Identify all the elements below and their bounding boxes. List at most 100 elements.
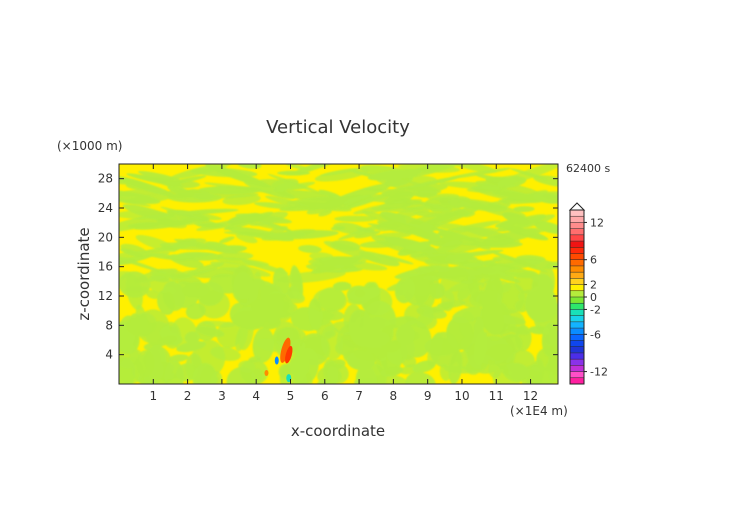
- field-band: [288, 357, 310, 377]
- field-band: [119, 254, 154, 268]
- field-band: [394, 265, 443, 279]
- field-band: [375, 177, 442, 194]
- colorbar-swatch: [570, 222, 584, 229]
- colorbar-swatch: [570, 321, 584, 329]
- field-band: [521, 228, 541, 236]
- x-tick-label: 1: [149, 389, 157, 403]
- colorbar-swatch: [570, 234, 584, 242]
- field-band: [514, 270, 542, 294]
- colorbar-swatch: [570, 284, 584, 291]
- field-band: [290, 164, 342, 176]
- field-band: [528, 325, 550, 335]
- field-band: [185, 303, 206, 320]
- x-unit-label: (×1E4 m): [510, 404, 568, 418]
- field-band: [457, 286, 487, 309]
- field-band: [185, 262, 225, 277]
- field-band: [381, 169, 415, 175]
- field-band: [533, 221, 558, 234]
- colorbar-swatch: [570, 315, 584, 322]
- field-band: [176, 341, 206, 353]
- field-band: [129, 313, 143, 332]
- field-band: [339, 261, 388, 271]
- colorbar-tick-label: -2: [590, 303, 601, 316]
- velocity-field: [119, 164, 558, 384]
- field-band: [343, 195, 374, 207]
- field-band: [204, 182, 273, 193]
- field-band: [166, 209, 222, 221]
- field-band: [205, 375, 219, 384]
- field-band: [182, 281, 210, 298]
- field-band: [367, 223, 421, 236]
- x-tick-label: 11: [489, 389, 504, 403]
- colorbar-swatch: [570, 259, 584, 266]
- x-axis: 1 2 3 4 5 6 7 8 9 10 11 12: [149, 164, 538, 403]
- field-band: [235, 233, 258, 244]
- field-band: [489, 250, 548, 273]
- field-band: [126, 173, 184, 187]
- field-band: [214, 257, 270, 267]
- field-band: [136, 350, 155, 378]
- field-band: [502, 212, 531, 225]
- x-tick-label: 4: [252, 389, 260, 403]
- colorbar-swatch: [570, 352, 584, 360]
- field-band: [334, 215, 377, 222]
- colorbar-swatch: [570, 309, 584, 316]
- field-band: [249, 211, 288, 226]
- time-label: 62400 s: [566, 162, 610, 175]
- field-band: [482, 298, 504, 335]
- field-band: [233, 271, 256, 306]
- y-tick-label: 4: [105, 348, 113, 362]
- field-band: [409, 252, 456, 258]
- field-band: [138, 170, 185, 184]
- field-band: [439, 181, 508, 190]
- field-band: [374, 374, 408, 384]
- field-band: [513, 206, 535, 213]
- x-tick-label: 3: [218, 389, 226, 403]
- field-band: [452, 306, 485, 324]
- field-band: [395, 324, 415, 346]
- x-tick-label: 6: [321, 389, 329, 403]
- field-band: [355, 362, 387, 384]
- colorbar-tick-label: -12: [590, 366, 608, 379]
- colorbar-swatch: [570, 216, 584, 223]
- plot-frame: [118, 163, 559, 385]
- field-band: [318, 287, 345, 312]
- field-band: [238, 316, 254, 351]
- field-band: [156, 218, 187, 229]
- field-band: [447, 199, 472, 208]
- field-band: [319, 168, 360, 177]
- field-band: [381, 211, 439, 231]
- field-band: [143, 342, 162, 351]
- field-band: [165, 189, 195, 199]
- field-band: [548, 346, 558, 375]
- field-band: [450, 164, 498, 173]
- field-band: [196, 222, 227, 228]
- convective-cell: [274, 356, 279, 365]
- colorbar-swatch: [570, 297, 584, 304]
- field-band: [157, 289, 175, 315]
- field-band: [533, 192, 558, 204]
- field-band: [324, 359, 346, 372]
- field-band: [265, 195, 316, 211]
- field-band: [275, 181, 316, 192]
- y-tick-label: 28: [98, 172, 113, 186]
- field-band: [460, 275, 483, 284]
- field-band: [318, 210, 332, 217]
- colorbar-swatch: [570, 247, 584, 254]
- field-band: [473, 330, 488, 365]
- field-band: [514, 325, 532, 351]
- field-band: [298, 245, 322, 253]
- field-band: [309, 252, 334, 261]
- colorbar-swatch: [570, 365, 584, 372]
- colorbar-swatch: [570, 210, 584, 217]
- field-band: [318, 189, 342, 199]
- colorbar-swatch: [570, 272, 584, 279]
- x-tick-label: 5: [287, 389, 295, 403]
- field-band: [348, 309, 374, 347]
- x-tick-label: 8: [390, 389, 398, 403]
- colorbar-swatch: [570, 334, 584, 341]
- field-band: [150, 275, 170, 283]
- convective-cell: [264, 370, 269, 376]
- field-band: [223, 211, 274, 231]
